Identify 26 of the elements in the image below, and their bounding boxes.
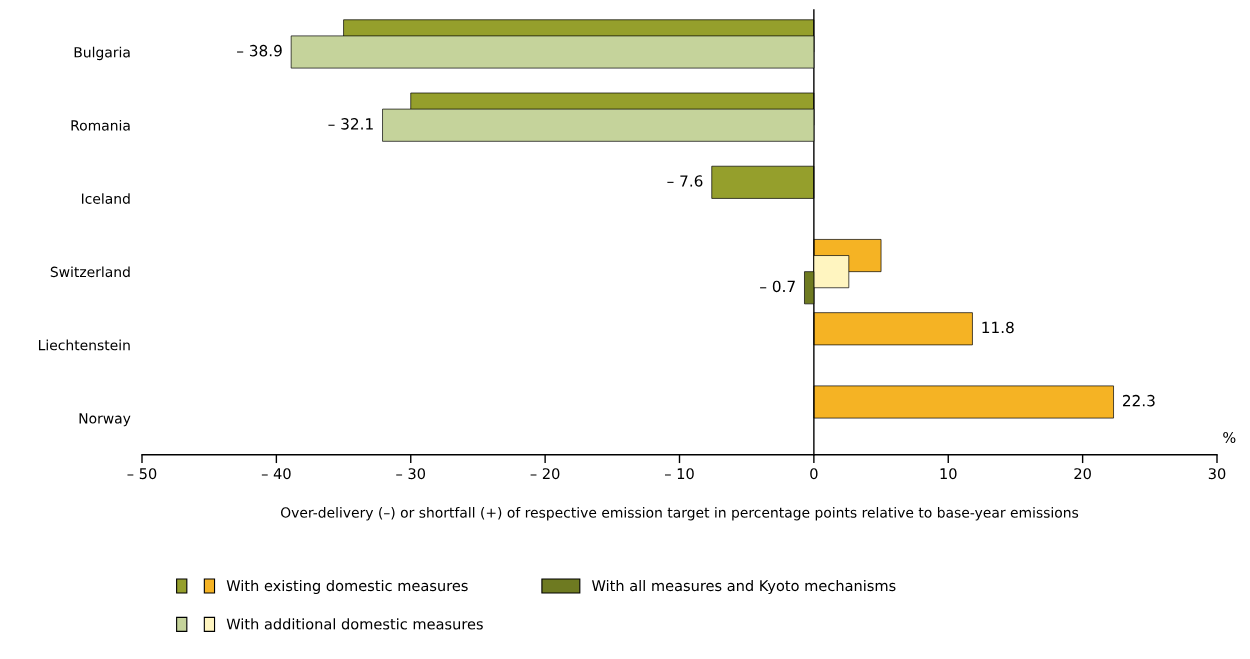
- x-tick-label: – 10: [664, 468, 694, 480]
- y-tick-label: Norway: [79, 413, 131, 427]
- x-axis-title: Over-delivery (–) or shortfall (+) of respective emission target in percentage points relative to base-year emissions: [280, 507, 1079, 521]
- x-tick-label: – 30: [396, 468, 426, 480]
- legend-label: With additional domestic measures: [226, 618, 483, 630]
- x-tick-label: – 20: [530, 468, 560, 480]
- legend-label: With all measures and Kyoto mechanisms: [591, 579, 896, 595]
- x-tick-label: 20: [1074, 468, 1091, 480]
- x-tick-label: 10: [940, 468, 957, 480]
- y-tick-label: Switzerland: [50, 266, 130, 278]
- x-tick-label: 0: [810, 468, 818, 480]
- text: %: [1223, 431, 1236, 443]
- x-tick-label: – 40: [261, 468, 291, 480]
- data-label: – 38.9: [237, 44, 282, 57]
- data-label: 22.3: [1122, 394, 1155, 407]
- x-tick-label: – 50: [127, 468, 157, 480]
- legend-label: With existing domestic measures: [226, 579, 468, 595]
- x-tick-label: 30: [1208, 468, 1226, 480]
- y-tick-label: Romania: [71, 119, 130, 131]
- y-tick-label: Liechtenstein: [38, 339, 130, 351]
- data-label: 11.8: [982, 321, 1014, 334]
- data-label: – 0.7: [760, 280, 795, 293]
- data-label: – 32.1: [328, 118, 373, 130]
- y-tick-label: Iceland: [81, 193, 130, 204]
- data-label: – 7.6: [667, 175, 703, 187]
- y-tick-label: Bulgaria: [74, 46, 130, 61]
